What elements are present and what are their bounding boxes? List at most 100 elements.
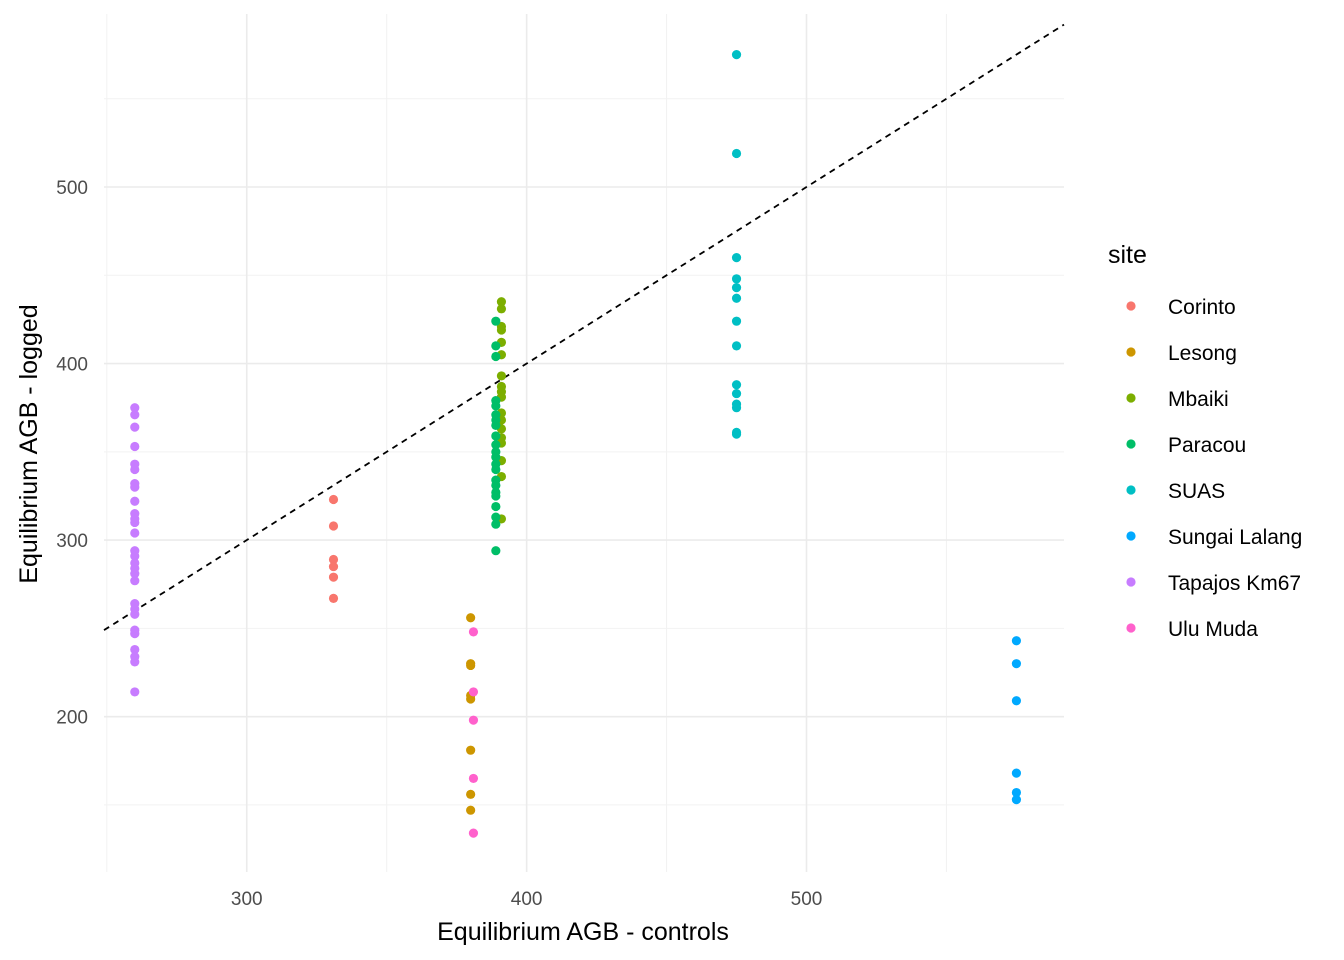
point-paracou xyxy=(491,431,501,441)
point-paracou xyxy=(491,512,501,522)
x-tick-label: 300 xyxy=(231,889,263,910)
grid-minor xyxy=(104,14,1064,872)
point-paracou xyxy=(491,480,501,490)
point-ulu-muda xyxy=(468,773,479,784)
legend-label: Lesong xyxy=(1168,342,1237,365)
point-mbaiki xyxy=(496,371,507,381)
point-paracou xyxy=(491,316,501,326)
point-suas xyxy=(731,274,742,284)
point-paracou xyxy=(491,420,501,430)
point-tapajos-km67 xyxy=(130,441,140,452)
x-tick-label: 400 xyxy=(511,889,543,910)
legend-label: Ulu Muda xyxy=(1168,618,1258,641)
point-tapajos-km67 xyxy=(130,629,140,639)
point-suas xyxy=(731,316,742,326)
legend-key xyxy=(1126,393,1136,403)
point-suas xyxy=(731,253,742,263)
point-paracou xyxy=(491,501,501,512)
point-tapajos-km67 xyxy=(130,569,140,579)
point-corinto xyxy=(328,521,339,531)
point-sungai-lalang xyxy=(1011,636,1022,646)
point-paracou xyxy=(491,519,501,529)
point-suas xyxy=(731,388,742,399)
point-tapajos-km67 xyxy=(130,609,140,619)
point-tapajos-km67 xyxy=(130,496,140,506)
legend-key xyxy=(1126,531,1136,541)
point-lesong xyxy=(466,694,476,704)
point-paracou xyxy=(491,464,501,475)
legend-label: Paracou xyxy=(1168,434,1246,457)
legend-label: Corinto xyxy=(1168,296,1236,319)
point-corinto xyxy=(328,554,339,565)
point-paracou xyxy=(491,341,501,351)
legend-label: Mbaiki xyxy=(1168,388,1229,411)
y-axis-tick-labels: 200 300 400 500 xyxy=(56,178,88,729)
point-paracou xyxy=(491,440,501,450)
point-corinto xyxy=(328,572,339,582)
point-ulu-muda xyxy=(468,715,479,725)
point-tapajos-km67 xyxy=(130,482,140,492)
point-suas xyxy=(731,50,742,60)
reference-line-y-equals-x xyxy=(103,23,1065,631)
point-tapajos-km67 xyxy=(130,410,140,420)
y-tick-label: 400 xyxy=(56,355,88,376)
y-tick-label: 300 xyxy=(56,531,88,552)
legend-key xyxy=(1126,623,1136,633)
point-sungai-lalang xyxy=(1011,659,1022,669)
point-ulu-muda xyxy=(468,627,479,637)
legend-title: site xyxy=(1108,241,1147,269)
y-tick-label: 500 xyxy=(56,178,88,199)
legend: site Corinto Lesong Mbaiki Paracou SUAS Sunga… xyxy=(1108,241,1302,641)
point-tapajos-km67 xyxy=(130,528,140,538)
reference-line-group xyxy=(103,23,1065,631)
point-ulu-muda xyxy=(468,687,479,697)
point-tapajos-km67 xyxy=(130,517,140,528)
point-tapajos-km67 xyxy=(130,644,140,655)
point-corinto xyxy=(328,561,339,572)
y-tick-label: 200 xyxy=(56,708,88,729)
point-paracou xyxy=(491,491,501,501)
point-lesong xyxy=(466,789,476,799)
point-lesong xyxy=(466,613,476,623)
legend-items: Corinto Lesong Mbaiki Paracou SUAS Sungai Lal… xyxy=(1126,296,1302,641)
y-axis-title: Equilibrium AGB - logged xyxy=(15,304,43,583)
point-ulu-muda xyxy=(468,828,479,838)
point-tapajos-km67 xyxy=(130,657,140,667)
point-tapajos-km67 xyxy=(130,464,140,475)
legend-label: SUAS xyxy=(1168,480,1225,503)
point-tapajos-km67 xyxy=(130,687,140,697)
point-suas xyxy=(731,380,742,390)
point-suas xyxy=(731,283,742,293)
legend-key xyxy=(1126,485,1136,495)
point-sungai-lalang xyxy=(1011,768,1022,778)
point-mbaiki xyxy=(496,297,507,307)
point-paracou xyxy=(491,351,501,362)
point-tapajos-km67 xyxy=(130,403,140,413)
point-corinto xyxy=(328,494,339,505)
legend-key xyxy=(1126,301,1136,311)
legend-key xyxy=(1126,577,1136,587)
point-suas xyxy=(731,293,742,303)
point-suas xyxy=(731,148,742,159)
point-suas xyxy=(731,341,742,351)
point-tapajos-km67 xyxy=(130,576,140,586)
point-sungai-lalang xyxy=(1011,795,1022,805)
legend-key xyxy=(1126,347,1136,357)
x-tick-label: 500 xyxy=(791,889,823,910)
grid-major xyxy=(104,14,1064,872)
legend-label: Tapajos Km67 xyxy=(1168,572,1301,595)
point-lesong xyxy=(466,805,476,815)
point-suas xyxy=(731,429,742,439)
x-axis-tick-labels: 300 400 500 xyxy=(231,889,822,910)
point-sungai-lalang xyxy=(1011,787,1022,798)
point-paracou xyxy=(491,401,501,411)
point-sungai-lalang xyxy=(1011,696,1022,706)
legend-label: Sungai Lalang xyxy=(1168,526,1302,549)
legend-key xyxy=(1126,439,1136,449)
x-axis-title: Equilibrium AGB - controls xyxy=(437,918,729,946)
point-mbaiki xyxy=(496,325,507,335)
point-lesong xyxy=(466,745,476,755)
point-mbaiki xyxy=(496,304,507,314)
point-tapajos-km67 xyxy=(130,422,140,432)
